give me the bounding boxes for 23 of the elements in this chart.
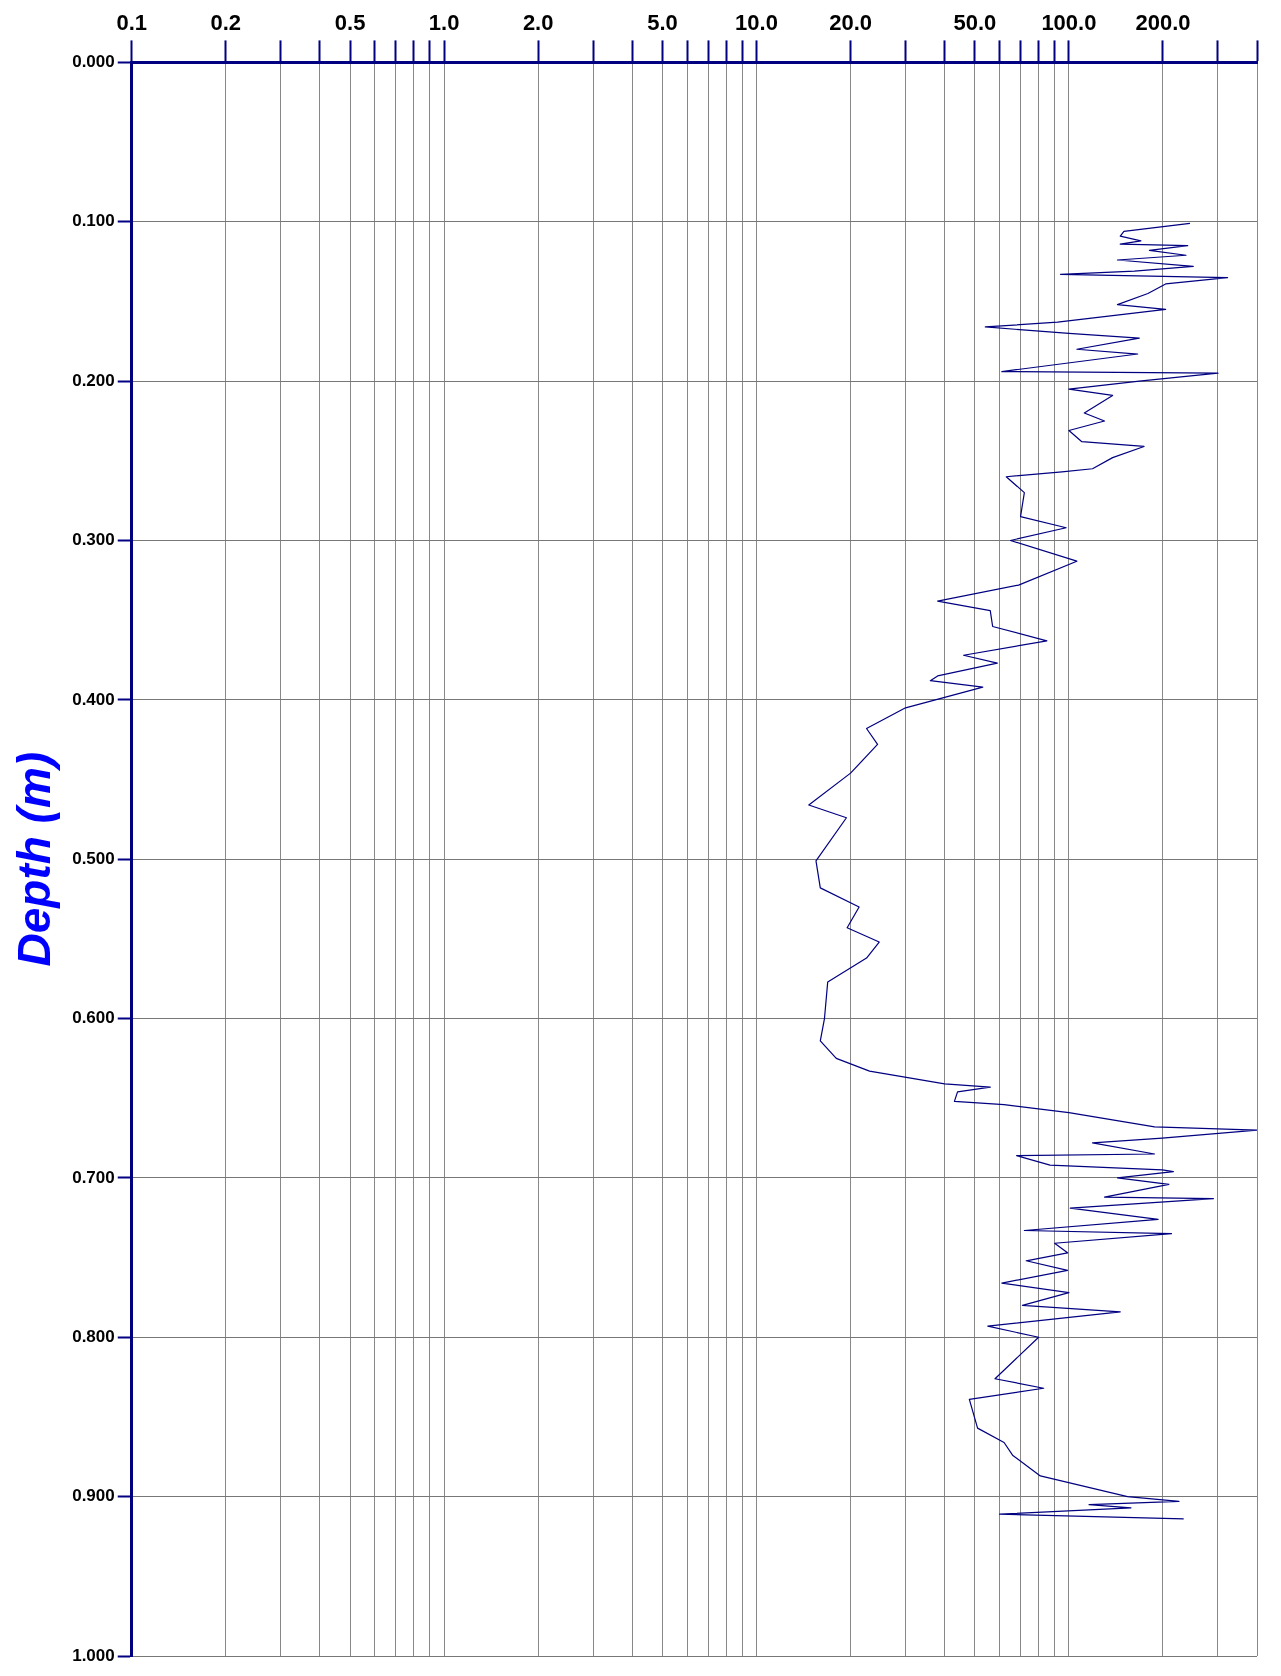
x-tick-label: 5.0 [647,10,678,36]
x-tick-label: 0.2 [210,10,242,36]
y-tick-label: 0.800 [72,1326,115,1346]
x-tick-label: 0.1 [116,10,148,36]
y-tick-label: 0.700 [72,1167,115,1187]
x-tick-label: 20.0 [829,10,872,36]
y-tick-label: 0.600 [72,1008,115,1028]
y-tick-label: 0.400 [72,689,115,709]
x-tick-label: 2.0 [522,10,554,36]
x-tick-label: 200.0 [1135,10,1191,36]
y-tick-label: 0.500 [72,848,115,868]
x-tick-label: 0.5 [334,10,366,36]
x-tick-label: 1.0 [428,10,460,36]
y-tick-label: 0.300 [72,530,115,550]
y-tick-label: 0.200 [72,370,115,390]
y-tick-label: 0.900 [72,1486,115,1506]
x-tick-label: 10.0 [735,10,778,36]
x-tick-label: 50.0 [953,10,997,36]
x-tick-label: 100.0 [1041,10,1097,36]
y-axis-title: Depth (m) [8,751,61,967]
y-tick-label: 0.000 [72,52,115,72]
y-tick-label: 0.100 [72,211,115,231]
y-tick-label: 1.000 [72,1645,115,1665]
